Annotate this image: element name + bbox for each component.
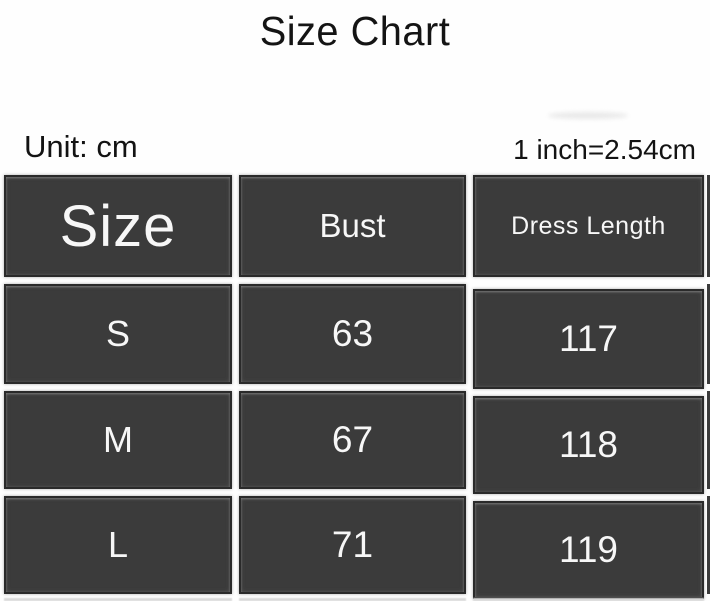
header-cell-bust: Bust (239, 175, 466, 277)
cropped-row-sliver (473, 598, 704, 601)
header-cell-dress-length: Dress Length (473, 175, 704, 277)
row-l-bust-cell: 71 (239, 496, 466, 594)
row-m-bust-cell: 67 (239, 391, 466, 489)
row-l-dress-length-cell: 119 (473, 501, 704, 599)
row-s-bust-cell: 63 (239, 284, 466, 384)
row-l-size-cell: L (4, 496, 232, 594)
photo-artifact-smudge (548, 112, 628, 119)
cropped-column-sliver (707, 175, 710, 277)
cropped-row-sliver (4, 598, 232, 601)
row-m-size-cell: M (4, 391, 232, 489)
row-s-size-cell: S (4, 284, 232, 384)
cropped-column-sliver (707, 284, 710, 384)
size-table: Size Bust Dress Length S 63 117 M 67 118… (4, 175, 704, 599)
row-m-dress-length-cell: 118 (473, 396, 704, 494)
unit-label: Unit: cm (24, 129, 138, 164)
cropped-column-sliver (707, 391, 710, 489)
cropped-row-sliver (239, 598, 466, 601)
conversion-note: 1 inch=2.54cm (513, 134, 696, 165)
row-s-dress-length-cell: 117 (473, 289, 704, 389)
header-cell-size: Size (4, 175, 232, 277)
page-title: Size Chart (259, 8, 451, 54)
cropped-column-sliver (707, 496, 710, 594)
